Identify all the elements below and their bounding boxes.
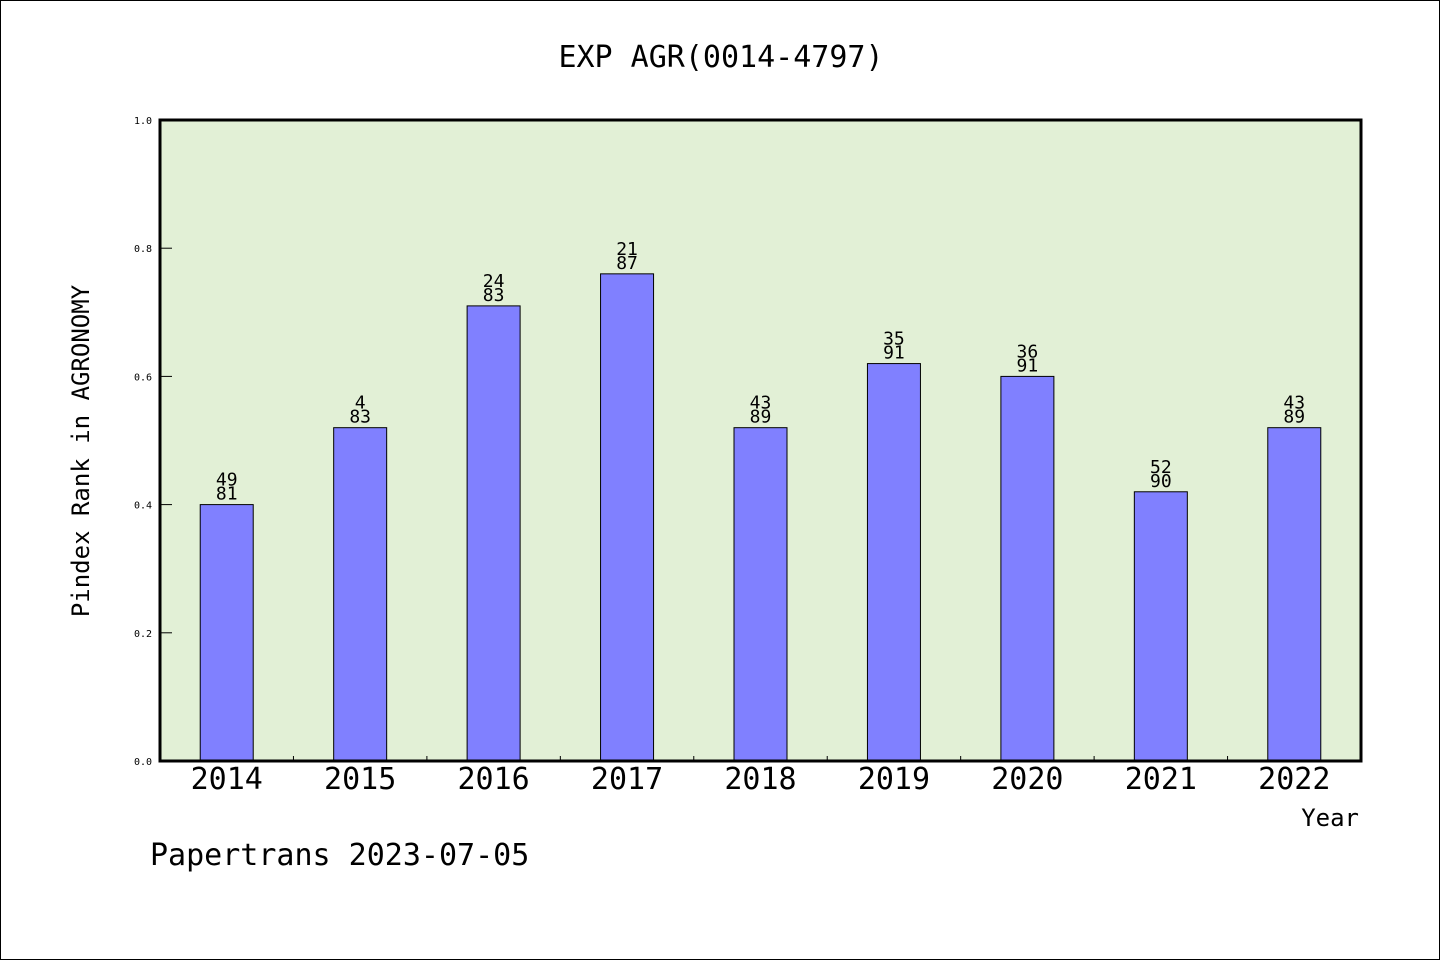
- bar-label-top-2021: 52: [1150, 457, 1172, 478]
- x-tick-label-2022: 2022: [1258, 762, 1330, 797]
- y-tick-label: 0.8: [134, 244, 152, 255]
- bar-label-top-2015: 4: [355, 393, 366, 414]
- bar-label-top-2014: 49: [216, 470, 238, 491]
- bar-label-top-2016: 24: [483, 271, 505, 292]
- bar-2017: [600, 273, 655, 762]
- bar-label-top-2019: 35: [883, 329, 905, 350]
- y-tick-label: 1.0: [134, 116, 152, 127]
- bar-label-top-2022: 43: [1283, 393, 1305, 414]
- chart-title: EXP AGR(0014-4797): [558, 40, 883, 75]
- y-axis-label: Pindex Rank in AGRONOMY: [67, 284, 95, 617]
- y-tick-label: 0.2: [134, 629, 152, 640]
- bar-2018: [733, 427, 788, 762]
- bar-label-bottom-2014: 81: [216, 484, 238, 505]
- bar-label-bottom-2018: 89: [750, 407, 772, 428]
- footer-text: Papertrans 2023-07-05: [150, 838, 529, 873]
- bar-label-bottom-2019: 91: [883, 343, 905, 364]
- x-tick-label-2020: 2020: [991, 762, 1063, 797]
- bar-2019: [866, 363, 921, 762]
- x-axis-label: Year: [1301, 804, 1359, 832]
- bar-2020: [1000, 375, 1055, 762]
- y-tick-label: 0.0: [134, 757, 152, 768]
- bar-2014: [199, 504, 254, 762]
- bar-label-bottom-2017: 87: [616, 253, 638, 274]
- y-tick-label: 0.6: [134, 372, 152, 383]
- bar-label-bottom-2021: 90: [1150, 471, 1172, 492]
- bar-label-top-2020: 36: [1017, 341, 1039, 362]
- x-tick-label-2019: 2019: [858, 762, 930, 797]
- bar-2022: [1267, 427, 1322, 762]
- bar-label-top-2018: 43: [750, 393, 772, 414]
- bar-label-top-2017: 21: [616, 239, 638, 260]
- y-tick-label: 0.4: [134, 501, 152, 512]
- bar-2021: [1133, 491, 1188, 762]
- x-tick-label-2021: 2021: [1125, 762, 1197, 797]
- bar-label-bottom-2022: 89: [1283, 407, 1305, 428]
- bar-label-bottom-2020: 91: [1017, 355, 1039, 376]
- plot-border: [158, 118, 1363, 763]
- x-tick-label-2015: 2015: [324, 762, 396, 797]
- x-tick-label-2018: 2018: [724, 762, 796, 797]
- bar-2015: [333, 427, 388, 762]
- x-tick-label-2017: 2017: [591, 762, 663, 797]
- bar-label-bottom-2016: 83: [483, 285, 505, 306]
- x-tick-label-2014: 2014: [191, 762, 263, 797]
- x-tick-label-2016: 2016: [457, 762, 529, 797]
- bar-2016: [466, 305, 521, 762]
- bar-label-bottom-2015: 83: [349, 407, 371, 428]
